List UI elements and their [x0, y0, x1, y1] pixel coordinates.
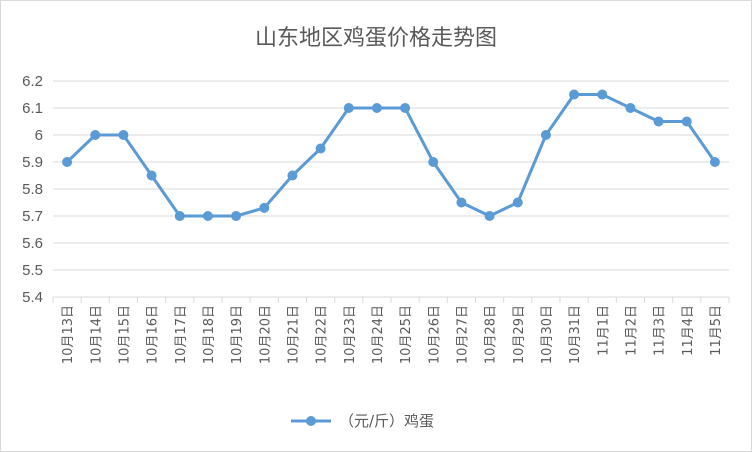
data-point: [569, 89, 580, 100]
data-point: [90, 130, 101, 140]
data-point: [287, 170, 298, 181]
y-tick-label: 5.5: [22, 262, 43, 279]
legend-dot-marker: [306, 416, 316, 426]
grid-lines: [53, 80, 729, 298]
x-tick-label: 10月17日: [174, 305, 189, 364]
y-tick-label: 5.6: [22, 235, 43, 252]
x-tick-label: 11月3日: [653, 305, 668, 356]
data-point: [371, 103, 382, 113]
x-tick-label: 10月27日: [455, 305, 470, 364]
x-tick-label: 10月21日: [286, 305, 301, 364]
x-tick-label: 10月30日: [540, 305, 555, 364]
x-tick-label: 10月22日: [315, 305, 330, 364]
y-tick-label: 5.8: [22, 181, 43, 198]
data-point: [456, 197, 467, 208]
data-point: [174, 211, 185, 221]
x-tick-label: 10月31日: [568, 305, 583, 364]
x-tick-label: 11月1日: [596, 305, 611, 356]
x-tick-label: 10月24日: [371, 305, 386, 364]
data-point: [259, 202, 270, 213]
x-axis-ticks: 10月13日 10月14日 10月15日 10月16日 10月17日 10月18日 10月1…: [52, 297, 730, 364]
series-line: [66, 93, 717, 218]
data-point: [625, 103, 636, 113]
data-point: [400, 103, 411, 113]
data-point: [118, 130, 129, 140]
legend-label: （元/斤）鸡蛋: [339, 412, 434, 430]
data-point: [540, 130, 551, 140]
x-tick-label: 10月16日: [146, 305, 161, 364]
data-point: [709, 157, 720, 167]
chart-title: 山东地区鸡蛋价格走势图: [255, 26, 497, 51]
x-tick-label: 10月18日: [202, 305, 217, 364]
x-tick-label: 10月23日: [343, 305, 358, 364]
data-point: [343, 103, 354, 113]
data-point: [597, 89, 608, 100]
y-axis-ticks: 5.4 5.5 5.6 5.7 5.8 5.9 6 6.1 6.2: [22, 73, 43, 306]
y-tick-label: 6.1: [22, 100, 43, 117]
x-tick-label: 10月13日: [61, 305, 76, 364]
x-tick-label: 11月5日: [709, 305, 724, 356]
y-tick-label: 5.4: [22, 289, 43, 306]
data-point: [62, 157, 73, 167]
data-point: [428, 157, 439, 167]
x-tick-label: 10月29日: [512, 305, 527, 364]
y-tick-label: 6.2: [22, 73, 43, 90]
data-point: [231, 211, 242, 221]
legend: （元/斤）鸡蛋: [291, 412, 434, 430]
x-tick-label: 10月25日: [399, 305, 414, 364]
x-tick-label: 10月19日: [230, 305, 245, 364]
data-point: [202, 211, 213, 221]
x-tick-label: 10月20日: [258, 305, 273, 364]
series-layer: [62, 89, 720, 221]
x-tick-label: 10月14日: [89, 305, 104, 364]
data-point: [512, 197, 523, 208]
data-point: [653, 116, 664, 127]
data-point: [484, 211, 495, 221]
x-tick-label: 10月26日: [427, 305, 442, 364]
data-point: [681, 116, 692, 127]
x-tick-label: 10月28日: [484, 305, 499, 364]
x-tick-label: 11月2日: [624, 305, 639, 356]
y-tick-label: 5.9: [22, 154, 43, 171]
data-point: [315, 143, 326, 154]
x-tick-label: 11月4日: [681, 305, 696, 356]
data-point: [146, 170, 157, 181]
x-tick-label: 10月15日: [117, 305, 132, 364]
y-tick-label: 5.7: [22, 208, 43, 225]
y-tick-label: 6: [35, 127, 43, 144]
